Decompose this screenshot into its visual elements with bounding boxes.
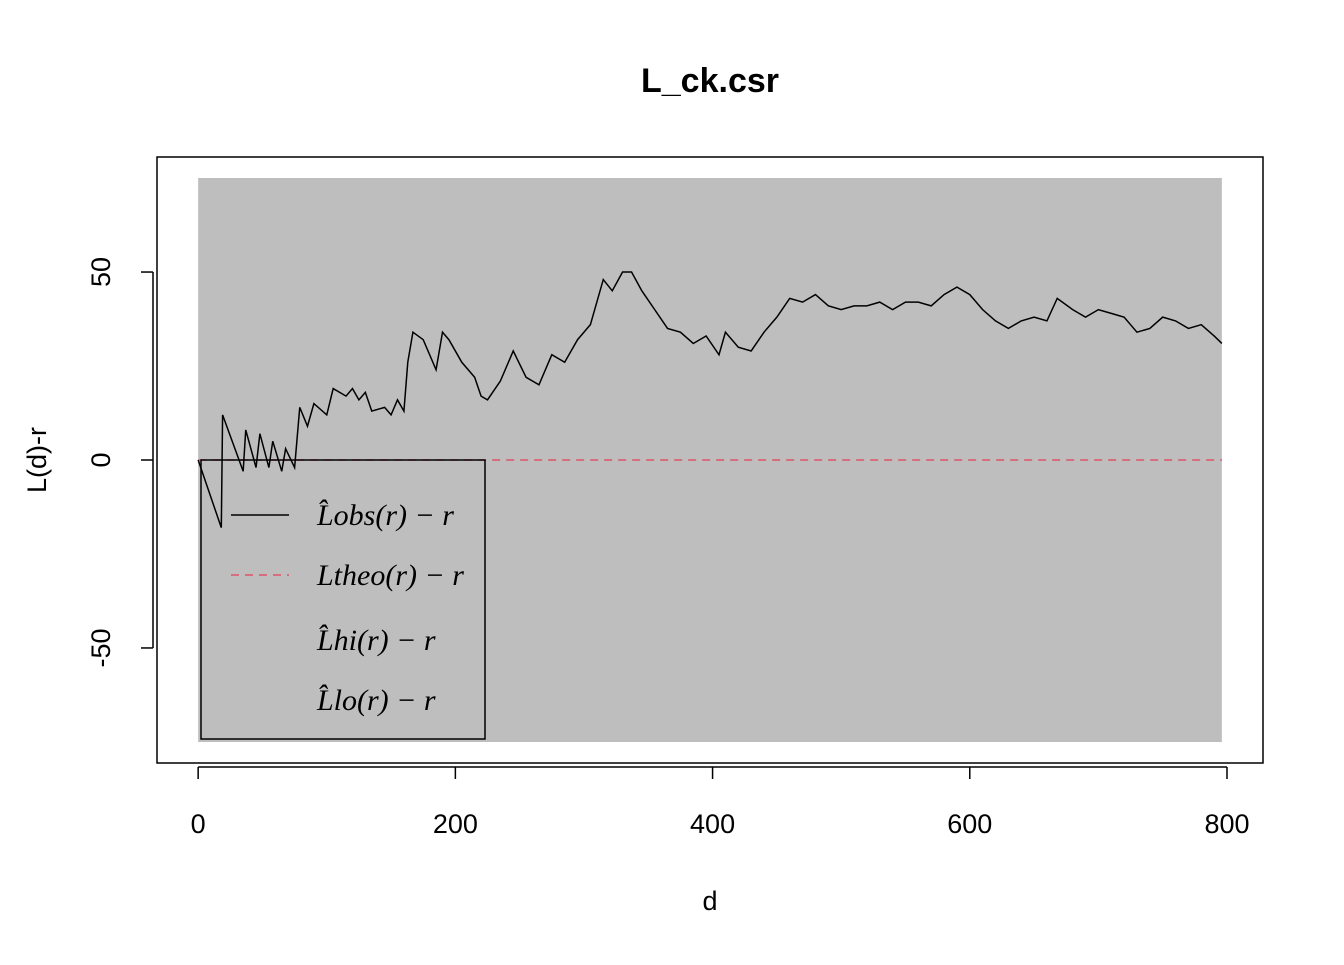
x-tick-label: 800 — [1204, 809, 1249, 839]
x-tick-label: 0 — [191, 809, 206, 839]
legend-box — [200, 459, 486, 740]
y-tick-label: -50 — [86, 628, 116, 667]
y-tick-label: 50 — [86, 257, 116, 287]
legend-label: L̂hi(r) − r — [316, 624, 436, 657]
legend-label: L̂obs(r) − r — [316, 499, 454, 532]
x-tick-label: 200 — [433, 809, 478, 839]
y-axis-label: L(d)-r — [22, 427, 52, 493]
x-tick-label: 600 — [947, 809, 992, 839]
x-axis-label: d — [702, 886, 717, 916]
plot-frame — [156, 156, 1264, 764]
legend-label: Ltheo(r) − r — [316, 559, 464, 592]
legend-label: L̂lo(r) − r — [316, 684, 436, 717]
y-tick-label: 0 — [86, 452, 116, 467]
x-tick-label: 400 — [690, 809, 735, 839]
series-line — [197, 271, 1223, 528]
chart-title: L_ck.csr — [641, 62, 779, 100]
